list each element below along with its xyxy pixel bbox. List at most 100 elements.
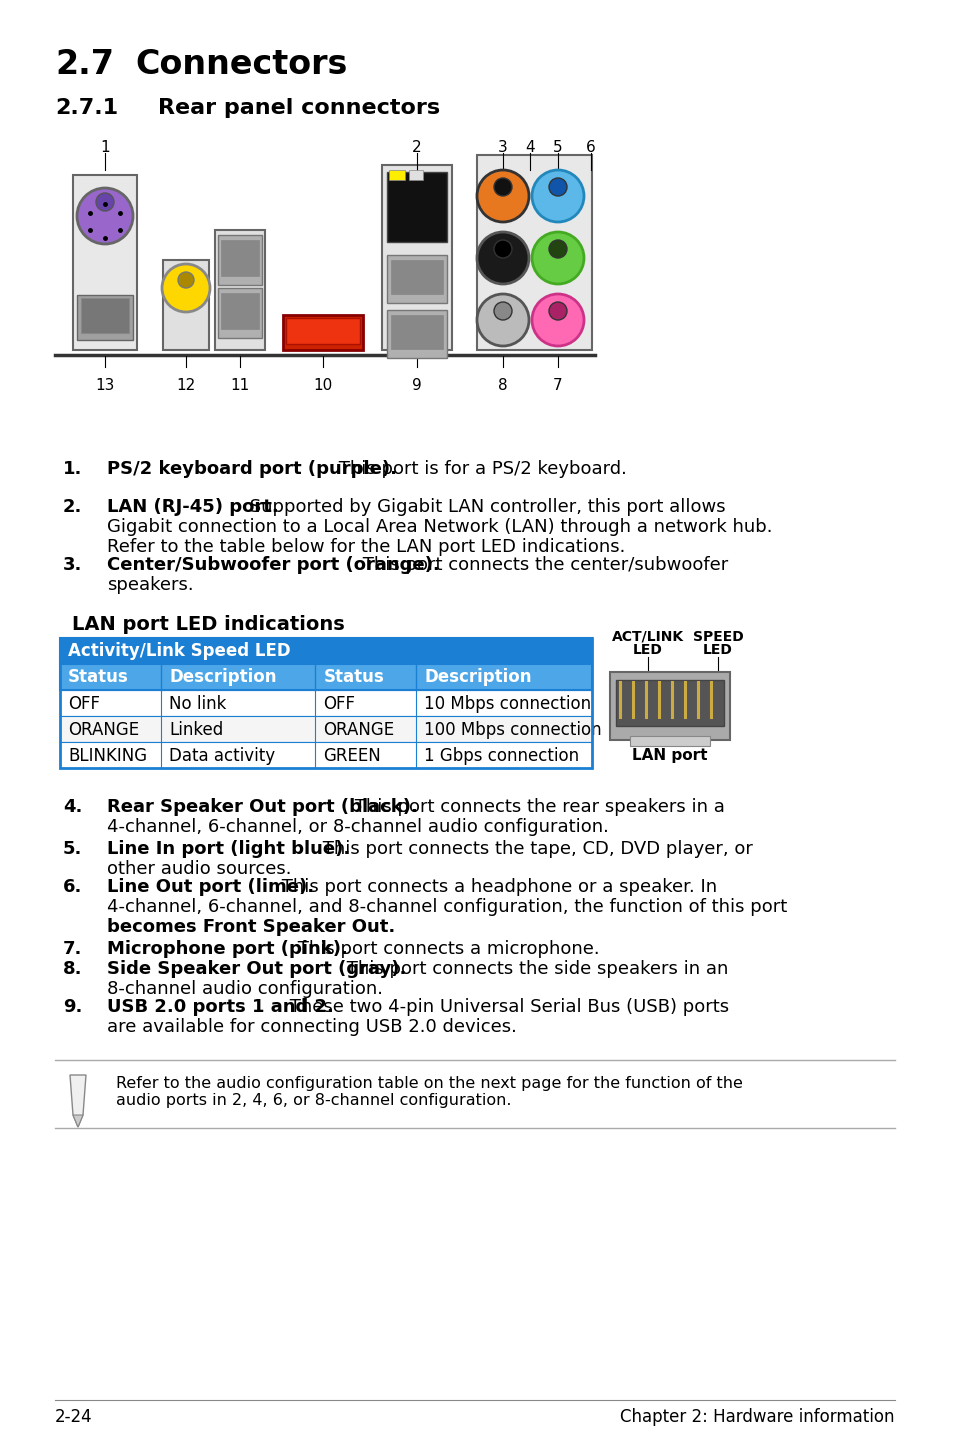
Text: Side Speaker Out port (gray).: Side Speaker Out port (gray). <box>107 961 406 978</box>
Bar <box>77 295 132 339</box>
Text: Refer to the audio configuration table on the next page for the function of the: Refer to the audio configuration table o… <box>116 1076 742 1091</box>
Circle shape <box>548 178 566 196</box>
Text: Rear panel connectors: Rear panel connectors <box>158 98 439 118</box>
Text: 11: 11 <box>230 378 250 393</box>
Bar <box>60 638 592 664</box>
Circle shape <box>532 170 583 221</box>
Text: Gigabit connection to a Local Area Network (LAN) through a network hub.: Gigabit connection to a Local Area Netwo… <box>107 518 772 536</box>
Bar <box>218 288 262 338</box>
Bar <box>214 230 265 349</box>
Text: BLINKING: BLINKING <box>68 746 147 765</box>
Bar <box>73 175 137 349</box>
Text: 1: 1 <box>100 139 110 155</box>
Bar <box>60 690 592 716</box>
Circle shape <box>178 272 193 288</box>
Text: becomes Front Speaker Out.: becomes Front Speaker Out. <box>107 917 395 936</box>
Bar <box>218 234 262 285</box>
Text: Data activity: Data activity <box>169 746 274 765</box>
Text: This port connects the center/subwoofer: This port connects the center/subwoofer <box>356 557 727 574</box>
Text: LAN port LED indications: LAN port LED indications <box>71 615 344 634</box>
Text: This port connects a headphone or a speaker. In: This port connects a headphone or a spea… <box>276 879 717 896</box>
Text: 2.: 2. <box>63 498 82 516</box>
Circle shape <box>96 193 113 211</box>
Text: Chapter 2: Hardware information: Chapter 2: Hardware information <box>619 1408 894 1426</box>
Text: These two 4-pin Universal Serial Bus (USB) ports: These two 4-pin Universal Serial Bus (US… <box>284 998 729 1017</box>
Bar <box>60 664 592 690</box>
Bar <box>389 170 405 180</box>
Polygon shape <box>73 1114 83 1127</box>
Bar <box>81 298 129 334</box>
Circle shape <box>162 265 210 312</box>
Text: other audio sources.: other audio sources. <box>107 860 292 879</box>
Circle shape <box>548 302 566 321</box>
Text: 100 Mbps connection: 100 Mbps connection <box>424 720 601 739</box>
Text: LAN port: LAN port <box>632 748 707 764</box>
Circle shape <box>548 240 566 257</box>
Polygon shape <box>70 1076 86 1127</box>
Bar <box>387 311 447 358</box>
Text: 2.7.1: 2.7.1 <box>55 98 118 118</box>
Text: This port connects the rear speakers in a: This port connects the rear speakers in … <box>349 798 724 815</box>
Circle shape <box>77 188 132 244</box>
Circle shape <box>476 293 529 347</box>
Bar <box>409 170 422 180</box>
Text: Status: Status <box>323 669 384 686</box>
Text: This port connects a microphone.: This port connects a microphone. <box>292 940 599 958</box>
Bar <box>387 255 447 303</box>
Circle shape <box>494 240 512 257</box>
Text: LAN (RJ-45) port.: LAN (RJ-45) port. <box>107 498 278 516</box>
Bar <box>221 293 258 329</box>
Bar <box>283 315 363 349</box>
Text: 12: 12 <box>176 378 195 393</box>
Text: ORANGE: ORANGE <box>68 720 139 739</box>
Text: 4-channel, 6-channel, or 8-channel audio configuration.: 4-channel, 6-channel, or 8-channel audio… <box>107 818 608 835</box>
Text: 4-channel, 6-channel, and 8-channel configuration, the function of this port: 4-channel, 6-channel, and 8-channel conf… <box>107 897 786 916</box>
Bar <box>163 260 209 349</box>
Bar <box>60 716 592 742</box>
Text: This port connects the tape, CD, DVD player, or: This port connects the tape, CD, DVD pla… <box>316 840 752 858</box>
Text: 3.: 3. <box>63 557 82 574</box>
Text: Line In port (light blue).: Line In port (light blue). <box>107 840 350 858</box>
Text: 1.: 1. <box>63 460 82 477</box>
Bar <box>616 680 723 726</box>
Bar <box>391 260 442 293</box>
Circle shape <box>532 232 583 283</box>
Text: 5.: 5. <box>63 840 82 858</box>
Text: Connectors: Connectors <box>135 47 347 81</box>
Text: Status: Status <box>68 669 129 686</box>
Text: 10 Mbps connection: 10 Mbps connection <box>424 695 591 713</box>
Text: 9: 9 <box>412 378 421 393</box>
Text: This port is for a PS/2 keyboard.: This port is for a PS/2 keyboard. <box>333 460 626 477</box>
Text: GREEN: GREEN <box>323 746 380 765</box>
Text: 10: 10 <box>313 378 333 393</box>
Text: 1 Gbps connection: 1 Gbps connection <box>424 746 579 765</box>
Text: 8.: 8. <box>63 961 82 978</box>
Text: audio ports in 2, 4, 6, or 8-channel configuration.: audio ports in 2, 4, 6, or 8-channel con… <box>116 1093 511 1109</box>
Text: Refer to the table below for the LAN port LED indications.: Refer to the table below for the LAN por… <box>107 538 625 557</box>
Text: Center/Subwoofer port (orange).: Center/Subwoofer port (orange). <box>107 557 439 574</box>
Circle shape <box>476 232 529 283</box>
Text: Description: Description <box>424 669 532 686</box>
Text: LED: LED <box>633 643 662 657</box>
Text: Supported by Gigabit LAN controller, this port allows: Supported by Gigabit LAN controller, thi… <box>244 498 725 516</box>
Text: 6.: 6. <box>63 879 82 896</box>
Bar <box>391 315 442 349</box>
Text: No link: No link <box>169 695 226 713</box>
Bar <box>381 165 452 349</box>
Text: Rear Speaker Out port (black).: Rear Speaker Out port (black). <box>107 798 417 815</box>
Text: USB 2.0 ports 1 and 2.: USB 2.0 ports 1 and 2. <box>107 998 334 1017</box>
Text: Line Out port (lime).: Line Out port (lime). <box>107 879 314 896</box>
Text: 4.: 4. <box>63 798 82 815</box>
Text: 3: 3 <box>497 139 507 155</box>
Text: Linked: Linked <box>169 720 223 739</box>
Text: 2-24: 2-24 <box>55 1408 92 1426</box>
Text: ORANGE: ORANGE <box>323 720 395 739</box>
Text: 8: 8 <box>497 378 507 393</box>
Bar <box>629 736 709 746</box>
Text: 2.7: 2.7 <box>55 47 113 81</box>
Text: are available for connecting USB 2.0 devices.: are available for connecting USB 2.0 dev… <box>107 1018 517 1035</box>
Bar <box>476 155 592 349</box>
Text: PS/2 keyboard port (purple).: PS/2 keyboard port (purple). <box>107 460 396 477</box>
Circle shape <box>494 302 512 321</box>
Text: LED: LED <box>702 643 732 657</box>
